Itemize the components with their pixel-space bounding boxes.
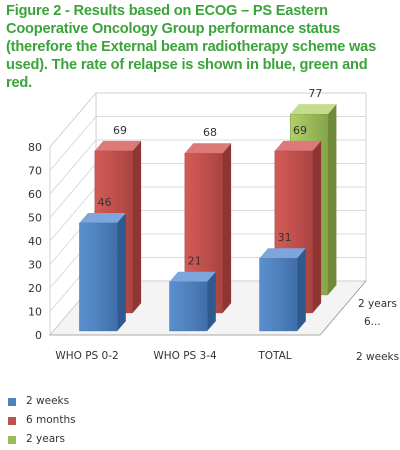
depth-axis-line xyxy=(319,280,367,336)
y-tick-label: 70 xyxy=(28,165,42,178)
y-axis-ticks: 0 10 20 30 40 50 60 70 80 xyxy=(28,141,42,342)
legend-swatch xyxy=(8,398,16,406)
legend-swatch xyxy=(8,417,16,425)
bars: 77 69 68 69 46 21 31 xyxy=(79,87,337,332)
legend-label: 2 weeks xyxy=(26,395,70,407)
y-tick-label: 30 xyxy=(28,259,42,272)
figure-caption: Figure 2 - Results based on ECOG – PS Ea… xyxy=(6,3,376,91)
y-tick-label: 10 xyxy=(28,306,42,319)
legend-label: 2 years xyxy=(26,433,65,445)
depth-label: 2 weeks xyxy=(356,351,399,363)
data-label: 69 xyxy=(113,124,127,137)
category-label: TOTAL xyxy=(257,350,291,362)
bar-2-weeks-WHO-PS-0-2 xyxy=(79,213,126,332)
data-label: 46 xyxy=(98,196,112,209)
bar-2-weeks-WHO-PS-3-4 xyxy=(169,271,216,332)
y-tick-label: 50 xyxy=(28,212,42,225)
data-label: 68 xyxy=(203,126,217,139)
y-tick-label: 80 xyxy=(28,141,42,154)
data-label: 21 xyxy=(188,255,202,268)
bar-2-weeks-TOTAL xyxy=(259,248,306,332)
depth-axis-labels: 2 years 6... 2 weeks xyxy=(356,298,399,363)
data-label: 31 xyxy=(278,231,292,244)
depth-label: 2 years xyxy=(358,298,397,310)
y-tick-label: 60 xyxy=(28,188,42,201)
y-tick-label: 0 xyxy=(35,329,42,342)
data-label: 69 xyxy=(293,124,307,137)
category-label: WHO PS 3-4 xyxy=(153,350,217,362)
gridline xyxy=(49,139,366,195)
y-tick-label: 40 xyxy=(28,235,42,248)
data-label: 77 xyxy=(308,87,322,100)
gridline xyxy=(49,116,366,171)
legend-label: 6 months xyxy=(26,414,76,426)
category-label: WHO PS 0-2 xyxy=(55,350,118,362)
category-labels: WHO PS 0-2 WHO PS 3-4 TOTAL xyxy=(55,350,291,362)
legend-swatch xyxy=(8,436,16,444)
gridline xyxy=(49,92,366,148)
depth-label: 6... xyxy=(364,316,381,328)
y-tick-label: 20 xyxy=(28,282,42,295)
